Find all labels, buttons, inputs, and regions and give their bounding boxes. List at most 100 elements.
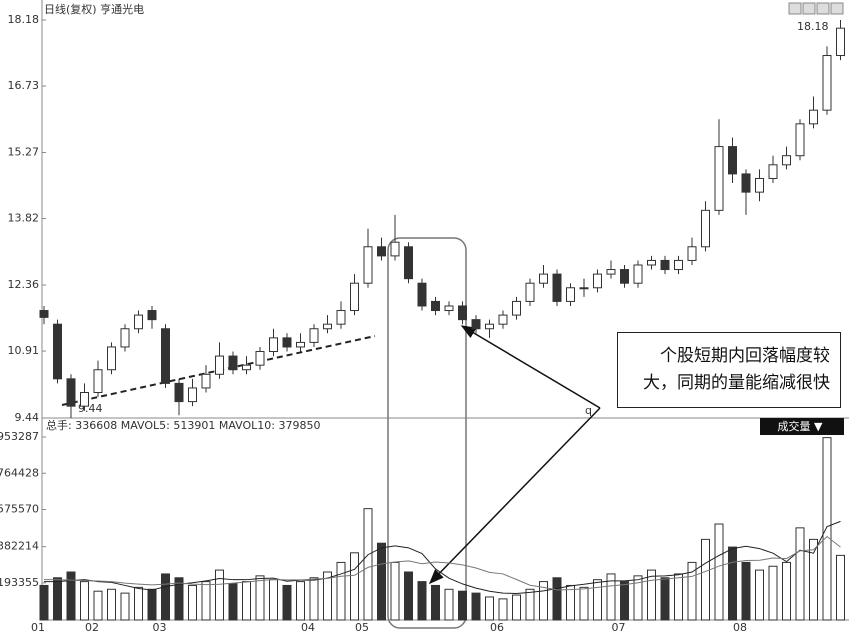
candle-body bbox=[309, 328, 319, 343]
x-tick-label: 06 bbox=[490, 621, 504, 634]
volume-bar bbox=[593, 579, 602, 621]
high-annotation: 18.18 bbox=[797, 20, 829, 33]
candle-body bbox=[768, 164, 778, 179]
candle-body bbox=[822, 55, 832, 111]
volume-bar bbox=[120, 592, 130, 621]
candle-body bbox=[404, 246, 413, 280]
candle-body bbox=[633, 264, 643, 284]
candle-body bbox=[80, 391, 89, 407]
volume-bar bbox=[404, 571, 413, 621]
volume-bar bbox=[309, 577, 319, 621]
candle-body bbox=[323, 323, 332, 330]
mavol10-line bbox=[44, 535, 841, 591]
volume-bar bbox=[323, 571, 332, 621]
volume-bar bbox=[741, 561, 751, 621]
candle-body bbox=[336, 310, 346, 325]
indicator-button-label[interactable]: 成交量 ▼ bbox=[778, 419, 823, 433]
candle-body bbox=[485, 323, 494, 330]
y2-tick-label: 382214 bbox=[0, 540, 39, 553]
volume-bar bbox=[377, 542, 386, 621]
candle-body bbox=[53, 323, 62, 380]
volume-bar bbox=[431, 584, 440, 621]
candle-body bbox=[512, 300, 521, 316]
volume-bar bbox=[350, 552, 359, 621]
volume-bar bbox=[620, 581, 629, 621]
candle-body bbox=[714, 146, 724, 211]
volume-bar bbox=[822, 437, 832, 621]
volume-bar bbox=[701, 538, 710, 621]
volume-bar bbox=[512, 594, 521, 621]
candle-body bbox=[444, 305, 454, 312]
candle-body bbox=[269, 337, 278, 353]
y2-tick-label: 193355 bbox=[0, 576, 39, 589]
candle-body bbox=[579, 287, 589, 290]
candle-body bbox=[566, 287, 575, 302]
volume-bar bbox=[363, 508, 373, 621]
mavol5-line bbox=[44, 520, 841, 595]
volume-bar bbox=[336, 561, 346, 621]
indicator-button[interactable] bbox=[760, 418, 844, 435]
y-tick-label: 13.82 bbox=[8, 212, 40, 225]
volume-bar bbox=[242, 581, 251, 621]
volume-bar bbox=[282, 584, 292, 621]
y-tick-label: 10.91 bbox=[8, 344, 40, 357]
candle-body bbox=[363, 246, 373, 284]
candle-body bbox=[552, 273, 562, 302]
candle-body bbox=[498, 314, 508, 325]
y2-tick-label: 953287 bbox=[0, 430, 39, 443]
volume-bar bbox=[498, 598, 508, 621]
candle-body bbox=[606, 269, 616, 275]
candle-body bbox=[120, 328, 130, 348]
candle-body bbox=[741, 173, 751, 193]
volume-bar bbox=[714, 523, 724, 621]
volume-bar bbox=[296, 581, 305, 621]
candle-body bbox=[471, 319, 481, 330]
arrow bbox=[428, 407, 601, 585]
x-tick-label: 04 bbox=[301, 621, 315, 634]
candle-body bbox=[377, 246, 386, 257]
volume-bar bbox=[755, 569, 764, 621]
candle-body bbox=[350, 282, 359, 312]
candle-body bbox=[755, 177, 764, 193]
volume-bar bbox=[39, 584, 49, 621]
highlight-box bbox=[387, 237, 467, 629]
volume-bar bbox=[174, 577, 184, 621]
volume-bar bbox=[134, 586, 143, 621]
volume-bar bbox=[485, 596, 494, 621]
volume-bar bbox=[458, 590, 467, 621]
y-tick-label: 15.27 bbox=[8, 146, 40, 159]
volume-bar bbox=[525, 588, 535, 621]
volume-bar bbox=[66, 571, 76, 621]
volume-bar bbox=[539, 581, 548, 621]
marks: 9.44 10.91 12.36 13.82 15.27 16.73 18.18 193355… bbox=[0, 13, 845, 634]
marker-label: q bbox=[585, 404, 592, 417]
volume-bar bbox=[80, 581, 89, 621]
candle-body bbox=[539, 273, 548, 284]
volume-bar bbox=[809, 538, 818, 621]
candle-body bbox=[687, 246, 697, 261]
volume-bar bbox=[606, 573, 616, 621]
volume-bar bbox=[107, 588, 116, 621]
volume-bar bbox=[471, 592, 481, 621]
x-tick-label: 03 bbox=[153, 621, 167, 634]
y-tick-label: 9.44 bbox=[15, 411, 40, 424]
candle-body bbox=[93, 369, 103, 393]
candle-body bbox=[134, 314, 143, 330]
y-tick-label: 12.36 bbox=[8, 278, 40, 291]
candle-body bbox=[66, 378, 76, 407]
volume-bar bbox=[147, 588, 157, 621]
x-tick-label: 02 bbox=[85, 621, 99, 634]
volume-bar bbox=[660, 577, 670, 621]
volume-bar bbox=[269, 579, 278, 621]
candle-body bbox=[161, 328, 170, 384]
volume-bar bbox=[93, 590, 103, 621]
candle-body bbox=[228, 355, 238, 371]
y-tick-label: 16.73 bbox=[8, 79, 40, 92]
candle-body bbox=[107, 346, 116, 371]
volume-bar bbox=[579, 586, 589, 621]
candle-body bbox=[242, 364, 251, 371]
candle-body bbox=[647, 259, 656, 266]
x-tick-label: 05 bbox=[355, 621, 369, 634]
candle-body bbox=[417, 282, 427, 307]
